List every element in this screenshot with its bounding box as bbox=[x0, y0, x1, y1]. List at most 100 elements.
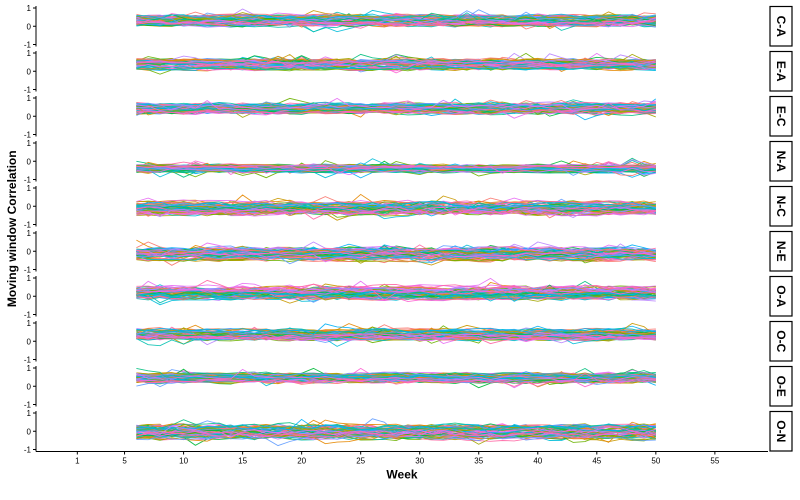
y-tick-label: -1 bbox=[24, 401, 32, 410]
series-line bbox=[136, 109, 656, 115]
series-group bbox=[136, 157, 656, 179]
series-group bbox=[136, 8, 656, 33]
series-group bbox=[136, 239, 657, 266]
panel-o-a: -1 0 1 O-A bbox=[24, 274, 793, 320]
y-tick-label: -1 bbox=[24, 266, 32, 275]
series-line bbox=[136, 241, 656, 257]
series-line bbox=[136, 16, 656, 27]
y-tick-label: -1 bbox=[24, 221, 32, 230]
y-tick-label: 1 bbox=[27, 364, 32, 373]
x-tick-label: 50 bbox=[651, 457, 660, 466]
y-tick-label: 0 bbox=[27, 22, 32, 31]
series-line bbox=[136, 290, 656, 302]
x-tick-label: 35 bbox=[474, 457, 483, 466]
series-line bbox=[136, 167, 656, 176]
x-tick-label: 40 bbox=[533, 457, 542, 466]
y-tick-label: 0 bbox=[27, 67, 32, 76]
panel-n-e: -1 0 1 N-E bbox=[24, 229, 793, 275]
series-line bbox=[136, 102, 656, 116]
strip-box bbox=[769, 95, 793, 137]
x-tick-label: 20 bbox=[297, 457, 306, 466]
y-tick-label: 1 bbox=[27, 94, 32, 103]
y-tick-label: -1 bbox=[24, 41, 32, 50]
series-line bbox=[136, 202, 656, 212]
series-line bbox=[136, 285, 656, 301]
strip-box bbox=[769, 410, 793, 452]
x-axis-title: Week bbox=[386, 468, 417, 482]
series-line bbox=[136, 330, 656, 339]
panel-n-a: -1 0 1 N-A bbox=[24, 139, 793, 185]
series-group bbox=[136, 193, 657, 221]
x-tick-label: 25 bbox=[356, 457, 365, 466]
series-line bbox=[136, 165, 656, 170]
series-group bbox=[136, 52, 656, 75]
series-line bbox=[136, 61, 656, 67]
series-line bbox=[136, 423, 656, 436]
strip-box bbox=[769, 50, 793, 92]
series-line bbox=[136, 63, 656, 69]
series-group bbox=[136, 418, 657, 447]
y-tick-label: 1 bbox=[27, 184, 32, 193]
series-line bbox=[136, 430, 656, 447]
series-line bbox=[136, 429, 656, 439]
y-tick-label: 1 bbox=[27, 319, 32, 328]
strip-box bbox=[769, 5, 793, 47]
series-line bbox=[136, 251, 656, 262]
series-line bbox=[136, 279, 656, 291]
strip-label: O-A bbox=[774, 285, 788, 307]
series-line bbox=[136, 59, 656, 65]
x-tick-label: 15 bbox=[238, 457, 247, 466]
series-line bbox=[136, 335, 656, 342]
series-line bbox=[136, 287, 656, 294]
series-line bbox=[136, 10, 656, 26]
series-line bbox=[136, 60, 656, 67]
series-line bbox=[136, 424, 656, 431]
series-line bbox=[136, 426, 656, 438]
y-axis-title: Moving window Correlation bbox=[5, 150, 19, 307]
y-tick-label: 1 bbox=[27, 4, 32, 13]
series-line bbox=[136, 255, 656, 262]
series-line bbox=[136, 330, 656, 345]
strip-label: O-E bbox=[774, 376, 788, 397]
y-tick-label: 1 bbox=[27, 229, 32, 238]
series-line bbox=[136, 61, 656, 70]
x-tick-label: 45 bbox=[592, 457, 601, 466]
panel-c-a: -1 0 1 C-A bbox=[24, 4, 793, 50]
strip-label: O-C bbox=[774, 330, 788, 352]
series-line bbox=[136, 371, 656, 378]
panel-e-c: -1 0 1 E-C bbox=[24, 94, 793, 140]
strip-label: C-A bbox=[774, 16, 788, 38]
strip-label: N-A bbox=[774, 151, 788, 173]
series-line bbox=[136, 333, 656, 340]
y-tick-label: 0 bbox=[27, 292, 32, 301]
strip-label: N-C bbox=[774, 196, 788, 218]
series-line bbox=[136, 66, 656, 72]
strip-box bbox=[769, 365, 793, 407]
y-tick-label: 0 bbox=[27, 112, 32, 121]
series-line bbox=[136, 100, 656, 108]
panel-o-c: -1 0 1 O-C bbox=[24, 319, 793, 365]
series-line bbox=[136, 200, 656, 207]
series-line bbox=[136, 20, 656, 27]
y-tick-label: -1 bbox=[24, 176, 32, 185]
series-line bbox=[136, 418, 656, 433]
strip-box bbox=[769, 140, 793, 182]
strip-label: E-C bbox=[774, 106, 788, 127]
series-line bbox=[136, 165, 656, 174]
series-line bbox=[136, 368, 656, 382]
series-line bbox=[136, 429, 656, 438]
y-tick-label: 1 bbox=[27, 49, 32, 58]
panel-o-e: -1 0 1 O-E bbox=[24, 364, 793, 410]
series-line bbox=[136, 425, 656, 433]
facet-panels: -1 0 1 C-A -1 0 1 E-A -1 0 1 E-C -1 0 1 N-A -1 0 1 N-C -1 0 1 N… bbox=[24, 4, 793, 455]
series-group bbox=[136, 277, 656, 306]
strip-box bbox=[769, 275, 793, 317]
strip-label: E-A bbox=[774, 61, 788, 82]
strip-box bbox=[769, 320, 793, 362]
y-tick-label: 1 bbox=[27, 409, 32, 418]
series-line bbox=[136, 374, 656, 380]
y-tick-label: 0 bbox=[27, 247, 32, 256]
x-tick-label: 55 bbox=[710, 457, 719, 466]
strip-box bbox=[769, 230, 793, 272]
series-line bbox=[136, 379, 656, 388]
